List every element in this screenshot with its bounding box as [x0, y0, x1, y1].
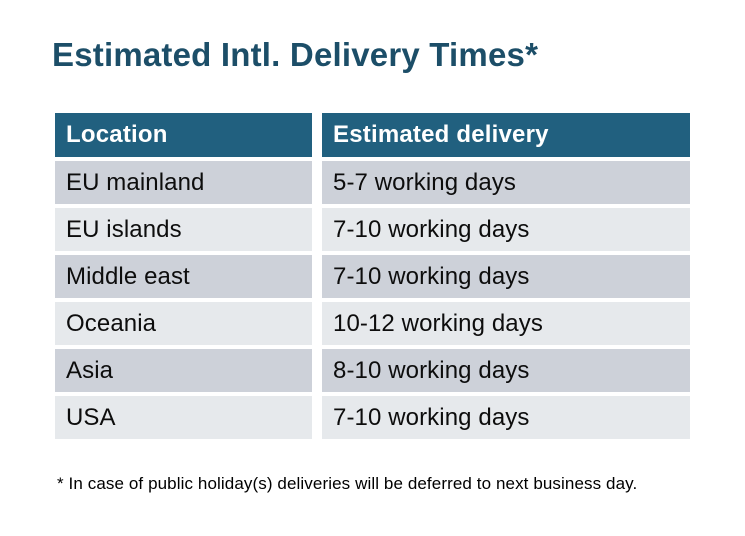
- delivery-times-table: Location Estimated delivery EU mainland …: [55, 113, 690, 439]
- table-cell-location: Oceania: [55, 302, 312, 345]
- table-cell-location: Asia: [55, 349, 312, 392]
- table-cell-delivery: 7-10 working days: [322, 396, 690, 439]
- table-cell-delivery: 8-10 working days: [322, 349, 690, 392]
- table-cell-delivery: 5-7 working days: [322, 161, 690, 204]
- table-cell-location: USA: [55, 396, 312, 439]
- table-cell-delivery: 10-12 working days: [322, 302, 690, 345]
- table-cell-location: EU islands: [55, 208, 312, 251]
- table-cell-location: Middle east: [55, 255, 312, 298]
- column-header-estimated-delivery: Estimated delivery: [322, 113, 690, 157]
- footnote: * In case of public holiday(s) deliverie…: [57, 474, 638, 493]
- table-cell-location: EU mainland: [55, 161, 312, 204]
- table-cell-delivery: 7-10 working days: [322, 255, 690, 298]
- column-header-location: Location: [55, 113, 312, 157]
- page-title: Estimated Intl. Delivery Times*: [52, 36, 539, 73]
- table-cell-delivery: 7-10 working days: [322, 208, 690, 251]
